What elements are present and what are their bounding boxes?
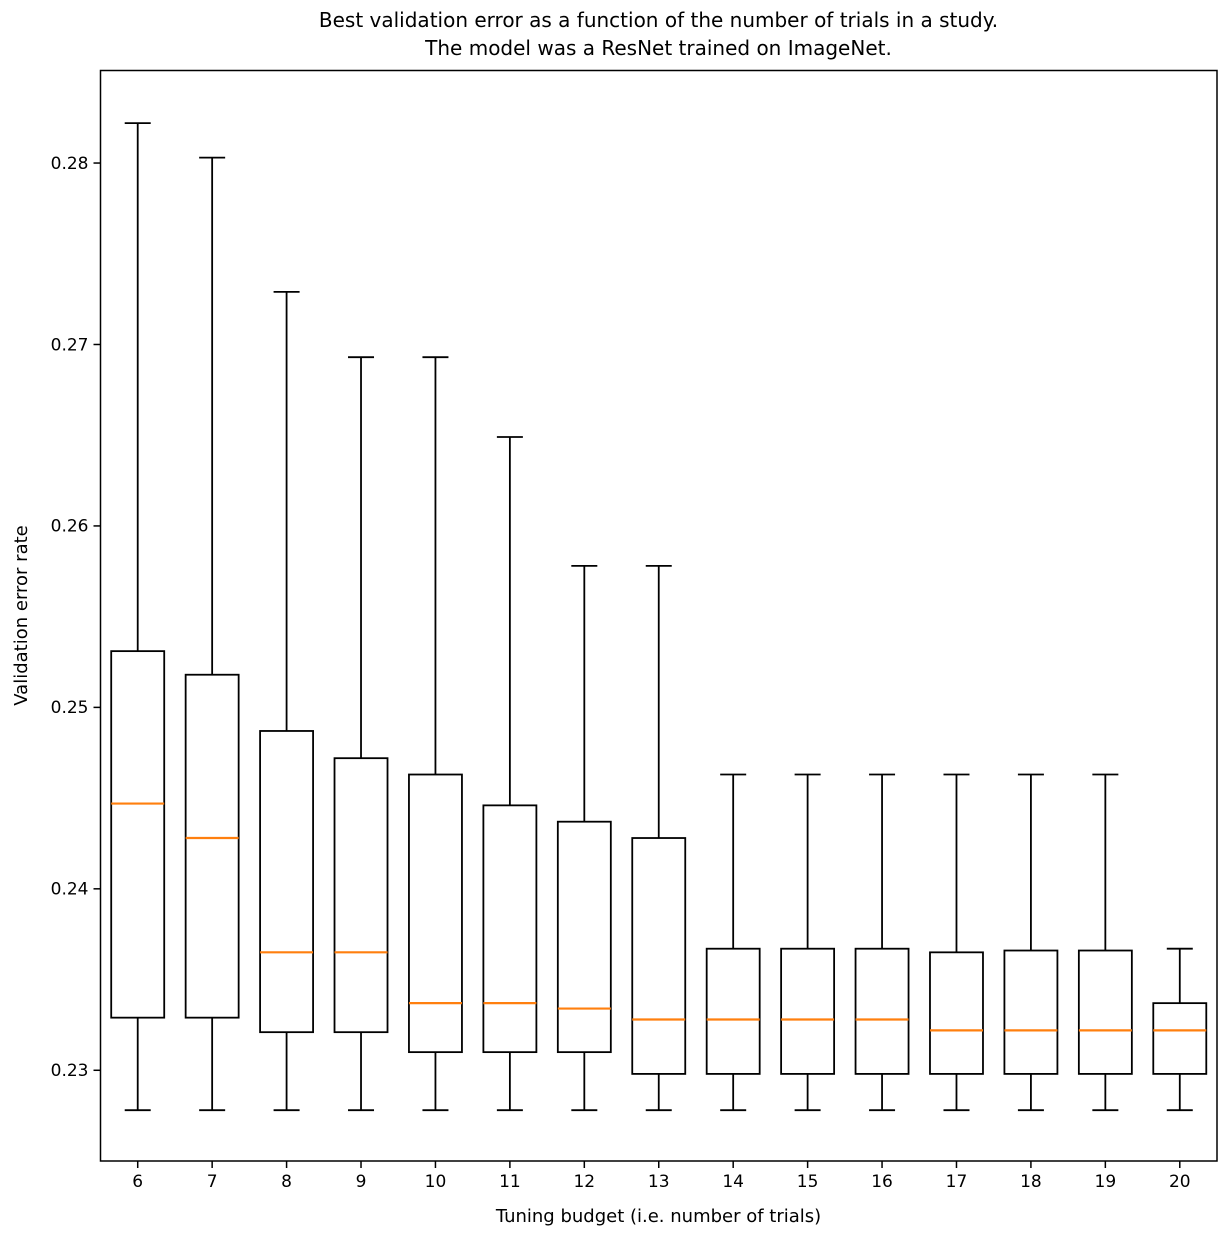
y-tick-label: 0.28 <box>51 154 89 174</box>
iqr-box <box>184 673 240 1019</box>
iqr-box <box>556 820 612 1054</box>
x-axis-label: Tuning budget (i.e. number of trials) <box>495 1206 821 1227</box>
y-tick-label: 0.25 <box>51 698 89 718</box>
x-tick-label: 10 <box>425 1172 447 1192</box>
iqr-box <box>854 947 910 1075</box>
iqr-box <box>1003 949 1059 1075</box>
x-tick-label: 17 <box>946 1172 968 1192</box>
x-tick-label: 16 <box>871 1172 893 1192</box>
y-tick-label: 0.27 <box>51 335 89 355</box>
x-tick-label: 12 <box>573 1172 595 1192</box>
iqr-box <box>333 757 389 1034</box>
x-tick-label: 13 <box>648 1172 670 1192</box>
iqr-box <box>408 773 463 1054</box>
iqr-box <box>482 804 538 1054</box>
iqr-box <box>780 947 836 1075</box>
iqr-box <box>259 730 314 1034</box>
x-tick-label: 11 <box>499 1172 521 1192</box>
y-tick-label: 0.23 <box>51 1061 89 1081</box>
y-tick-label: 0.24 <box>51 880 89 900</box>
x-tick-label: 15 <box>797 1172 819 1192</box>
chart-title-line2: The model was a ResNet trained on ImageN… <box>425 36 892 60</box>
plot-content: 0.23 0.24 0.25 0.26 0.27 0.28 6 7 8 9 10 11 12 13 14 15… <box>51 69 1218 1192</box>
iqr-box <box>705 947 761 1075</box>
iqr-box <box>631 837 687 1075</box>
x-tick-label: 20 <box>1169 1172 1191 1192</box>
chart-title: Best validation error as a function of t… <box>100 6 1217 62</box>
x-tick-label: 19 <box>1095 1172 1117 1192</box>
y-tick-label: 0.26 <box>51 517 89 537</box>
x-tick-label: 9 <box>356 1172 367 1192</box>
x-tick-label: 18 <box>1020 1172 1042 1192</box>
iqr-box <box>929 951 984 1075</box>
x-tick-label: 6 <box>132 1172 143 1192</box>
iqr-box <box>110 650 166 1019</box>
iqr-box <box>1077 949 1133 1075</box>
x-tick-label: 7 <box>207 1172 218 1192</box>
y-axis-label: Validation error rate <box>11 525 32 705</box>
iqr-box <box>1152 1002 1208 1075</box>
chart-title-line1: Best validation error as a function of t… <box>318 8 999 32</box>
x-tick-label: 14 <box>722 1172 744 1192</box>
x-tick-label: 8 <box>281 1172 292 1192</box>
